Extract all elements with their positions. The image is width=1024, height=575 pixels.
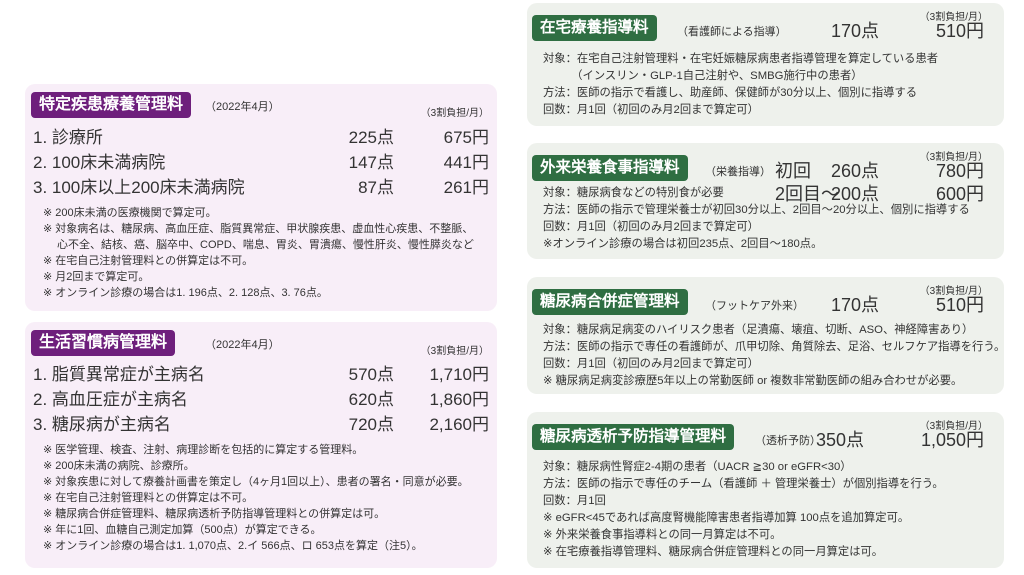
- fee-yen: 2,160円: [429, 415, 489, 434]
- fee-yen: 1,860円: [429, 390, 489, 409]
- price-points: 170点: [830, 21, 879, 41]
- note-line: 対象：糖尿病足病変のハイリスク患者（足潰瘍、壊疽、切断、ASO、神経障害あり）: [543, 324, 974, 336]
- price-points: 350点: [815, 430, 864, 450]
- notes: 対象：糖尿病性腎症2-4期の患者（UACR ≧30 or eGFR<30） 方法：…: [543, 459, 944, 561]
- fee-row: 2. 高血圧症が主病名 620点 1,860円: [33, 385, 489, 409]
- note-line: ※ 外来栄養食事指導料との同一月算定は不可。: [543, 529, 782, 541]
- note-line: 回数：月1回（初回のみ月2回まで算定可）: [543, 358, 759, 370]
- panel-title: 糖尿病合併症管理料: [532, 289, 688, 315]
- fee-yen: 261円: [443, 178, 489, 197]
- note-line: ※ 200床未満の医療機関で算定可。: [43, 207, 217, 219]
- note-line: 方法：医師の指示で看護し、助産師、保健師が30分以上、個別に指導する: [543, 87, 918, 99]
- price-yen: 1,050円: [920, 430, 984, 450]
- note-line: ※ 対象疾患に対して療養計画書を策定し（4ヶ月1回以上）、患者の署名・同意が必要…: [43, 476, 469, 488]
- panel-subtitle: （看護師による指導）: [677, 26, 787, 38]
- note-line: 対象：糖尿病性腎症2-4期の患者（UACR ≧30 or eGFR<30）: [543, 461, 852, 473]
- price-yen: 510円: [935, 295, 984, 315]
- panel-subtitle: （栄養指導）: [705, 166, 771, 178]
- note-line: 回数：月1回（初回のみ月2回まで算定可）: [543, 221, 759, 233]
- note-line: 対象：糖尿病食などの特別食が必要: [543, 187, 724, 199]
- note-line: ※オンライン診療の場合は初回235点、2回目～180点。: [543, 238, 823, 250]
- fee-yen: 441円: [443, 153, 489, 172]
- notes: 対象：糖尿病食などの特別食が必要方法：医師の指示で管理栄養士が初回30分以上、2…: [543, 185, 970, 253]
- note-line: 心不全、結核、癌、脳卒中、COPD、喘息、胃炎、胃潰瘍、慢性肝炎、慢性膵炎など: [43, 239, 474, 251]
- panel-title: 生活習慣病管理料: [31, 330, 176, 356]
- note-line: （インスリン・GLP-1自己注射や、SMBG施行中の患者）: [543, 70, 863, 82]
- fee-points: 147点: [348, 153, 394, 172]
- fee-yen: 1,710円: [429, 365, 489, 384]
- price-yen: 600円: [935, 184, 984, 204]
- panel-title: 外来栄養食事指導料: [532, 155, 688, 181]
- note-line: ※ 医学管理、検査、注射、病理診断を包括的に算定する管理料。: [43, 444, 364, 456]
- burden-note: （3割負担/月）: [919, 421, 988, 432]
- notes: ※ 医学管理、検査、注射、病理診断を包括的に算定する管理料。 ※ 200床未満の病…: [43, 442, 469, 554]
- note-line: ※ 200床未満の病院、診療所。: [43, 460, 195, 472]
- fee-label: 3. 100床以上200床未満病院: [33, 178, 245, 197]
- fee-points: 620点: [348, 390, 394, 409]
- price-label: 2回目～: [775, 184, 840, 204]
- fee-label: 1. 脂質異常症が主病名: [33, 365, 205, 384]
- note-line: ※ 在宅自己注射管理料との併算定は不可。: [43, 492, 254, 504]
- note-line: 方法：医師の指示で専任のチーム（看護師 ＋ 管理栄養士）が個別指導を行う。: [543, 478, 944, 490]
- price-yen: 510円: [935, 21, 984, 41]
- note-line: 対象：在宅自己注射管理料・在宅妊娠糖尿病患者指導管理を算定している患者: [543, 53, 939, 65]
- fee-row: 3. 100床以上200床未満病院 87点 261円: [33, 173, 489, 197]
- burden-note: （3割負担/月）: [919, 12, 988, 23]
- fee-label: 2. 100床未満病院: [33, 153, 166, 172]
- left-panel: 特定疾患療養管理料 （2022年4月） （3割負担/月） 1. 診療所 225点 675円…: [25, 84, 497, 311]
- burden-note: （3割負担/月）: [919, 286, 988, 297]
- burden-note: （3割負担/月）: [420, 346, 489, 357]
- price-points: 170点: [830, 295, 879, 315]
- fee-row: 1. 診療所 225点 675円: [33, 123, 489, 147]
- note-line: ※ オンライン診療の場合は1. 1,070点、2.イ 566点、ロ 653点を算…: [43, 540, 423, 552]
- right-panel: 糖尿病合併症管理料 （フットケア外来） （3割負担/月） 170点 510円対象：糖尿病…: [527, 277, 1005, 394]
- panel-subtitle: （フットケア外来）: [705, 300, 804, 312]
- panel-title: 在宅療養指導料: [532, 15, 657, 41]
- fee-points: 570点: [348, 365, 394, 384]
- note-line: 方法：医師の指示で専任の看護師が、爪甲切除、角質除去、足浴、セルフケア指導を行う…: [543, 341, 1006, 353]
- right-panel: 糖尿病透析予防指導管理料 （透析予防） （3割負担/月） 350点 1,050円対象：糖…: [527, 412, 1004, 568]
- fee-row: 1. 脂質異常症が主病名 570点 1,710円: [33, 360, 489, 384]
- fee-row: 3. 糖尿病が主病名 720点 2,160円: [33, 410, 489, 434]
- panel-title: 特定疾患療養管理料: [31, 92, 192, 118]
- right-panel: 在宅療養指導料 （看護師による指導） （3割負担/月） 170点 510円対象：在宅自己…: [527, 3, 1004, 126]
- note-line: ※ 月2回まで算定可。: [43, 271, 150, 283]
- note-line: 回数：月1回（初回のみ月2回まで算定可）: [543, 104, 759, 116]
- fee-yen: 675円: [443, 128, 489, 147]
- burden-note: （3割負担/月）: [420, 108, 489, 119]
- notes: ※ 200床未満の医療機関で算定可。 ※ 対象病名は、糖尿病、高血圧症、脂質異常症…: [43, 205, 474, 301]
- left-panel: 生活習慣病管理料 （2022年4月） （3割負担/月） 1. 脂質異常症が主病名 570…: [25, 322, 497, 568]
- price-yen: 780円: [935, 161, 984, 181]
- price-label: 初回: [775, 161, 811, 181]
- burden-note: （3割負担/月）: [919, 152, 988, 163]
- fee-label: 3. 糖尿病が主病名: [33, 415, 171, 434]
- note-line: ※ 在宅療養指導管理料、糖尿病合併症管理料との同一月算定は可。: [543, 546, 884, 558]
- right-panel: 外来栄養食事指導料 （栄養指導） （3割負担/月） 初回 260点 780円 2回目～ 200…: [527, 143, 1004, 259]
- notes: 対象：糖尿病足病変のハイリスク患者（足潰瘍、壊疽、切断、ASO、神経障害あり） 方…: [543, 322, 1005, 390]
- notes: 対象：在宅自己注射管理料・在宅妊娠糖尿病患者指導管理を算定している患者 （インス…: [543, 51, 938, 119]
- note-line: ※ 年に1回、血糖自己測定加算（500点）が算定できる。: [43, 524, 322, 536]
- fee-points: 720点: [348, 415, 394, 434]
- fee-points: 87点: [358, 178, 394, 197]
- fee-points: 225点: [348, 128, 394, 147]
- note-line: 方法：医師の指示で管理栄養士が初回30分以上、2回目～20分以上、個別に指導する: [543, 204, 970, 216]
- fee-row: 2. 100床未満病院 147点 441円: [33, 148, 489, 172]
- note-line: ※ オンライン診療の場合は1. 196点、2. 128点、3. 76点。: [43, 287, 328, 299]
- price-points: 260点: [830, 161, 879, 181]
- note-line: ※ 対象病名は、糖尿病、高血圧症、脂質異常症、甲状腺疾患、虚血性心疾患、不整脈、: [43, 223, 474, 235]
- panel-subtitle: （2022年4月）: [205, 339, 280, 351]
- fee-label: 1. 診療所: [33, 128, 103, 147]
- note-line: ※ eGFR<45であれば高度腎機能障害患者指導加算 100点を追加算定可。: [543, 512, 910, 524]
- fee-label: 2. 高血圧症が主病名: [33, 390, 188, 409]
- note-line: ※ 在宅自己注射管理料との併算定は不可。: [43, 255, 254, 267]
- panel-subtitle: （2022年4月）: [205, 101, 280, 113]
- panel-title: 糖尿病透析予防指導管理料: [532, 424, 735, 450]
- price-points: 200点: [830, 184, 879, 204]
- note-line: ※ 糖尿病合併症管理料、糖尿病透析予防指導管理料との併算定は可。: [43, 508, 386, 520]
- note-line: ※ 糖尿病足病変診療歴5年以上の常勤医師 or 複数非常勤医師の組み合わせが必要…: [543, 375, 963, 387]
- panel-subtitle: （透析予防）: [755, 435, 821, 447]
- note-line: 回数：月1回: [543, 495, 606, 507]
